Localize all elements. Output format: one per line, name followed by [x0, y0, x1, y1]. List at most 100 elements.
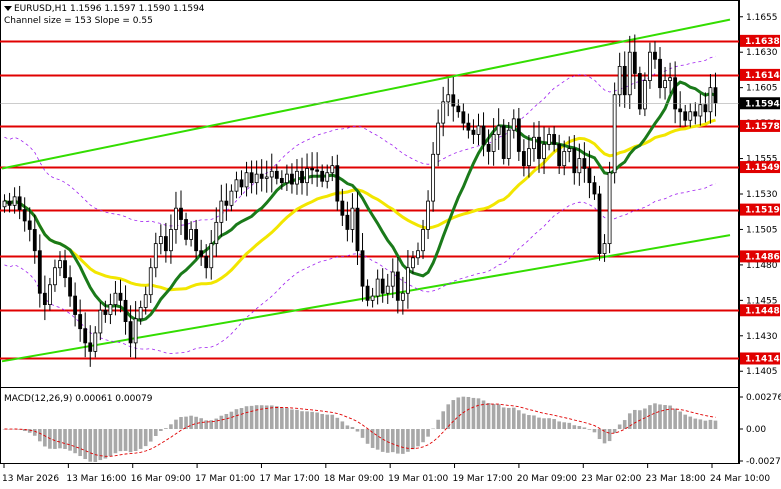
price-tick-label: 1.1430: [746, 332, 778, 342]
macd-bar: [128, 429, 133, 453]
candle-bull: [602, 243, 607, 254]
candle-bull: [532, 136, 536, 150]
candle-bear: [259, 173, 264, 179]
macd-label: MACD(12,26,9) 0.00061 0.00079: [4, 394, 153, 404]
macd-bar: [58, 429, 62, 449]
candle-bear: [471, 129, 476, 135]
candle-bull: [491, 134, 496, 152]
macd-bar: [93, 429, 98, 462]
candle-bull: [189, 229, 193, 240]
candle-bear: [360, 250, 365, 287]
candle-bull: [431, 153, 436, 202]
candle-bear: [179, 207, 183, 220]
macd-bar: [708, 419, 713, 429]
candle-bear: [622, 65, 627, 96]
candle-bull: [567, 148, 572, 152]
candle-bull: [511, 118, 516, 131]
candle-bull: [406, 267, 410, 294]
candle-bear: [194, 229, 199, 252]
price-tick-label: 1.1505: [746, 225, 778, 235]
candle-bear: [481, 125, 486, 145]
macd-bar: [98, 429, 103, 461]
macd-bar: [486, 403, 491, 429]
macd-bar: [68, 429, 72, 451]
candle-bull: [436, 122, 441, 155]
macd-bar: [562, 422, 567, 429]
candle-bear: [557, 143, 562, 167]
price-tick-label: 1.1455: [746, 296, 778, 306]
candle-bear: [516, 118, 521, 152]
current-price-label: 1.1594: [745, 99, 780, 109]
candle-bear: [22, 209, 27, 222]
candle-bear: [340, 200, 345, 216]
macd-bar: [426, 429, 430, 437]
macd-bar: [451, 400, 456, 429]
time-tick-label: 23 Mar 18:00: [646, 474, 706, 484]
macd-bar: [43, 429, 47, 447]
candle-bear: [658, 58, 662, 89]
macd-bar: [189, 415, 193, 429]
macd-bar: [643, 408, 647, 429]
level-label: 1.1448: [745, 306, 780, 316]
candle-bull: [108, 304, 113, 315]
candle-bull: [254, 173, 259, 184]
ma-slow-line: [3, 118, 716, 292]
macd-bar: [648, 405, 652, 429]
candle-bear: [632, 51, 637, 74]
macd-bar: [688, 416, 693, 429]
level-label: 1.1578: [745, 122, 780, 132]
macd-bar: [244, 406, 249, 429]
macd-bar: [390, 429, 395, 453]
candle-bull: [219, 200, 224, 223]
macd-bar: [607, 429, 612, 442]
candle-bull: [284, 173, 289, 184]
macd-bar: [224, 413, 229, 429]
level-label: 1.1519: [745, 206, 780, 216]
macd-signal-line: [4, 403, 716, 457]
candle-bear: [32, 229, 37, 252]
candle-bear: [63, 260, 67, 279]
macd-bar: [214, 418, 219, 429]
macd-bar: [325, 414, 330, 429]
symbol-line: EURUSD,H1 1.1596 1.1597 1.1590 1.1594: [14, 4, 205, 14]
candle-bull: [612, 94, 617, 174]
candle-bear: [290, 173, 294, 185]
candle-bear: [572, 148, 577, 174]
macd-bar: [622, 420, 627, 429]
candle-bull: [93, 332, 98, 352]
candle-bull: [607, 172, 612, 245]
macd-bar: [83, 429, 87, 460]
candle-bull: [138, 307, 143, 320]
chart-header: EURUSD,H1 1.1596 1.1597 1.1590 1.1594 Ch…: [4, 3, 205, 27]
candle-bear: [7, 200, 12, 206]
macd-bar: [532, 415, 536, 429]
level-label-box: [740, 119, 780, 132]
macd-bar: [113, 429, 118, 454]
macd-bar: [335, 417, 340, 429]
candle-bull: [663, 80, 667, 89]
candle-bear: [451, 94, 456, 107]
macd-bar: [229, 411, 234, 429]
macd-bar: [471, 397, 476, 429]
macd-bar: [254, 405, 259, 429]
candle-bear: [300, 170, 304, 184]
candle-bull: [688, 111, 693, 121]
macd-bar: [693, 418, 698, 429]
macd-bar: [123, 429, 128, 451]
level-label-box: [740, 203, 780, 216]
macd-bar: [355, 429, 360, 432]
macd-bar: [118, 429, 123, 452]
candle-bull: [229, 190, 234, 206]
macd-bar: [53, 429, 57, 449]
candle-bull: [542, 143, 546, 159]
macd-bar: [441, 411, 445, 429]
candle-bear: [123, 299, 128, 323]
macd-bar: [385, 429, 390, 453]
candle-bull: [446, 94, 451, 103]
candle-bull: [698, 104, 703, 117]
macd-bar: [683, 414, 688, 429]
candle-bull: [158, 236, 163, 245]
level-label-box: [740, 250, 780, 263]
macd-bar: [194, 416, 198, 429]
macd-bar: [396, 429, 400, 454]
